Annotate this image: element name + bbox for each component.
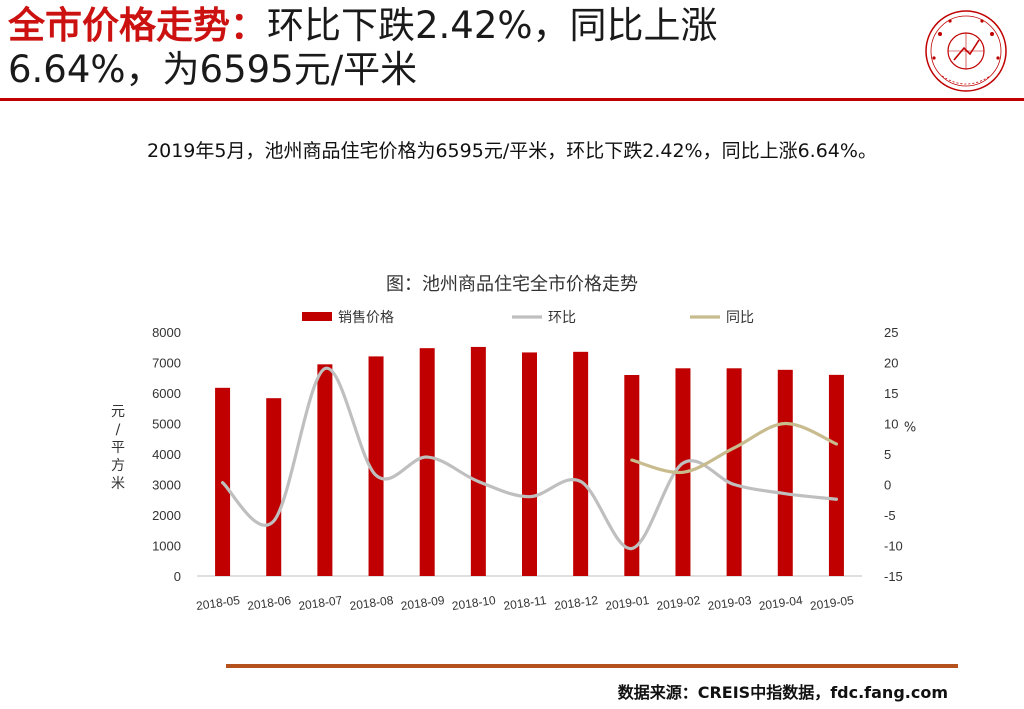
china-index-academy-seal-icon bbox=[925, 10, 1007, 92]
x-tick-label: 2019-01 bbox=[604, 593, 650, 613]
title-divider bbox=[0, 98, 1024, 101]
bar bbox=[266, 398, 282, 576]
y-left-tick-label: 1000 bbox=[152, 539, 181, 554]
y-left-tick-label: 7000 bbox=[152, 356, 181, 371]
y-right-tick-label: -15 bbox=[884, 569, 903, 584]
page-title: 全市价格走势：环比下跌2.42%，同比上涨 6.64%，为6595元/平米 bbox=[8, 4, 908, 92]
chart-title: 图：池州商品住宅全市价格走势 bbox=[386, 274, 638, 295]
bar bbox=[777, 369, 793, 576]
x-tick-label: 2019-04 bbox=[758, 593, 804, 613]
x-tick-label: 2018-10 bbox=[451, 593, 497, 613]
y-right-tick-label: 5 bbox=[884, 447, 891, 462]
legend-item: 环比 bbox=[512, 310, 576, 326]
title-line-2: 6.64%，为6595元/平米 bbox=[8, 48, 418, 91]
x-tick-label: 2018-11 bbox=[503, 593, 548, 613]
bar bbox=[624, 375, 640, 576]
title-line-1: 全市价格走势：环比下跌2.42%，同比上涨 bbox=[8, 4, 908, 48]
y-left-tick-label: 4000 bbox=[152, 447, 181, 462]
y-right-axis-label: % bbox=[904, 421, 916, 436]
axis-labels: 0 1000 2000 3000 4000 5000 6000 7000 8000 -15 -10 -… bbox=[111, 325, 916, 613]
y-left-tick-label: 3000 bbox=[152, 478, 181, 493]
chart-legend: 销售价格 环比 同比 bbox=[302, 310, 754, 326]
title-line1-rest: 环比下跌2.42%，同比上涨 bbox=[267, 4, 718, 47]
legend-item: 销售价格 bbox=[302, 310, 394, 326]
y-left-tick-label: 8000 bbox=[152, 325, 181, 340]
x-tick-label: 2018-09 bbox=[400, 593, 446, 613]
y-left-axis-label-char: 方 bbox=[111, 458, 125, 474]
bar bbox=[522, 352, 537, 576]
footer-divider bbox=[226, 664, 958, 668]
legend-label: 销售价格 bbox=[338, 310, 394, 326]
y-right-tick-label: 15 bbox=[884, 386, 898, 401]
y-left-tick-label: 6000 bbox=[152, 386, 181, 401]
bar bbox=[368, 356, 384, 576]
legend-item: 同比 bbox=[690, 310, 754, 326]
x-tick-label: 2018-12 bbox=[553, 593, 599, 613]
legend-label: 同比 bbox=[726, 310, 754, 326]
bar-series bbox=[215, 346, 844, 576]
bar bbox=[419, 348, 435, 576]
bar bbox=[573, 351, 589, 576]
x-tick-label: 2018-08 bbox=[349, 593, 395, 613]
legend-label: 环比 bbox=[548, 310, 576, 326]
legend-swatch bbox=[302, 312, 332, 321]
y-left-axis-label-char: 平 bbox=[111, 440, 125, 456]
y-left-tick-label: 0 bbox=[174, 569, 181, 584]
mom-line bbox=[220, 366, 839, 551]
y-right-tick-label: 20 bbox=[884, 356, 898, 371]
y-left-tick-label: 2000 bbox=[152, 508, 181, 523]
title-lead: 全市价格走势： bbox=[8, 4, 267, 47]
y-right-tick-label: 10 bbox=[884, 417, 898, 432]
x-tick-label: 2019-03 bbox=[707, 593, 753, 613]
y-right-tick-label: -10 bbox=[884, 539, 903, 554]
y-right-tick-label: 0 bbox=[884, 478, 891, 493]
line-series bbox=[220, 366, 839, 551]
y-left-axis-label-char: 元 bbox=[111, 404, 125, 420]
y-right-tick-label: 25 bbox=[884, 325, 898, 340]
y-left-tick-label: 5000 bbox=[152, 417, 181, 432]
summary-text: 2019年5月，池州商品住宅价格为6595元/平米，环比下跌2.42%，同比上涨… bbox=[147, 140, 877, 162]
y-right-tick-label: -5 bbox=[884, 508, 896, 523]
y-left-axis-label-char: 米 bbox=[111, 476, 125, 492]
bar bbox=[317, 364, 333, 576]
bar bbox=[470, 346, 486, 576]
data-source: 数据来源：CREIS中指数据，fdc.fang.com bbox=[617, 683, 948, 702]
x-tick-label: 2018-06 bbox=[246, 593, 292, 613]
x-tick-label: 2019-02 bbox=[656, 593, 702, 613]
yoy-line bbox=[630, 421, 839, 475]
x-tick-label: 2018-05 bbox=[195, 593, 241, 613]
price-trend-chart: 销售价格 环比 同比 0 1000 2000 3000 4000 5000 6000 7000 80… bbox=[111, 310, 916, 613]
y-left-axis-label: 元 / 平方米 bbox=[111, 404, 125, 492]
y-left-axis-label-char: / bbox=[116, 422, 121, 438]
x-tick-label: 2019-05 bbox=[809, 593, 855, 613]
x-tick-label: 2018-07 bbox=[298, 593, 344, 613]
bar bbox=[828, 374, 844, 576]
bar bbox=[726, 368, 742, 576]
